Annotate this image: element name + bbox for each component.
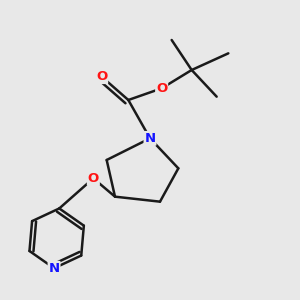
Text: N: N: [49, 262, 60, 275]
Text: O: O: [88, 172, 99, 185]
Text: O: O: [96, 70, 107, 83]
Text: O: O: [156, 82, 167, 95]
Text: N: N: [144, 132, 156, 145]
